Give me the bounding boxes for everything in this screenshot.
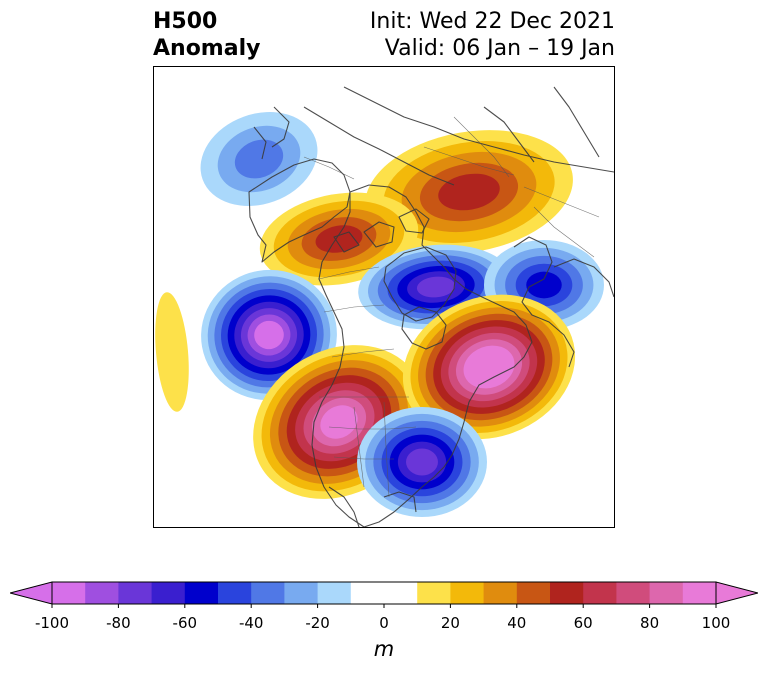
- anomaly-fields: [155, 111, 604, 517]
- colorbar-cell: [450, 582, 485, 604]
- coast-alaska: [248, 158, 351, 263]
- colorbar-tick-label: 60: [573, 614, 593, 632]
- colorbar-tick-label: -20: [305, 614, 330, 632]
- title-left: H500 Anomaly: [153, 8, 260, 62]
- colorbar-cell: [251, 582, 285, 604]
- anomaly-map: [153, 66, 615, 528]
- coast-east-asia: [253, 106, 290, 160]
- coast-central-america: [328, 486, 417, 527]
- colorbar-cell: [583, 582, 617, 604]
- colorbar-tick-label: 40: [507, 614, 527, 632]
- colorbar-tick-label: -100: [34, 614, 70, 632]
- colorbar-cell: [616, 582, 651, 604]
- colorbar-tick-label: -40: [238, 614, 264, 632]
- anomaly-contour: [320, 405, 358, 439]
- coast-arctic-islands: [333, 208, 430, 253]
- title-variable: H500: [153, 9, 218, 34]
- coast-europe: [513, 236, 614, 368]
- colorbar-tick-label: 100: [701, 614, 731, 632]
- coast-greenland: [383, 246, 457, 322]
- colorbar-cell: [483, 582, 518, 604]
- colorbar-cell: [417, 582, 451, 604]
- colorbar-cell: [151, 582, 186, 604]
- colorbar-cell: [350, 582, 418, 604]
- colorbar-cell: [550, 582, 584, 604]
- colorbar-tick-label: -80: [106, 614, 131, 632]
- coast-north-america: [311, 184, 533, 527]
- colorbar-arrow-high: [715, 581, 758, 605]
- coast-hudson-bay: [401, 306, 447, 350]
- valid-range: Valid: 06 Jan – 19 Jan: [384, 36, 615, 61]
- colorbar-cell: [184, 582, 219, 604]
- anomaly-center: [155, 292, 189, 412]
- borders: [303, 116, 600, 498]
- colorbar-cell: [516, 582, 551, 604]
- title-right: Init: Wed 22 Dec 2021 Valid: 06 Jan – 19…: [370, 8, 615, 62]
- colorbar-cell: [85, 582, 119, 604]
- colorbar-unit: m: [373, 637, 395, 661]
- colorbar: [10, 581, 758, 608]
- anomaly-contour: [526, 271, 562, 299]
- coast-eurasia: [303, 86, 614, 186]
- anomaly-contour: [254, 320, 284, 350]
- colorbar-tick-label: 20: [440, 614, 460, 632]
- anomaly-center: [402, 294, 576, 440]
- colorbar-cell: [649, 582, 684, 604]
- colorbar-cells: [10, 581, 758, 608]
- anomaly-contour: [155, 292, 189, 412]
- colorbar-cell: [284, 582, 319, 604]
- colorbar-tick-label: 80: [640, 614, 660, 632]
- anomaly-contour: [406, 448, 438, 476]
- anomaly-contour: [234, 139, 284, 179]
- colorbar-cell: [682, 582, 717, 604]
- anomaly-contour: [438, 173, 500, 211]
- colorbar-arrow-low: [10, 581, 53, 605]
- anomaly-contour: [315, 225, 363, 253]
- anomaly-contour: [416, 276, 456, 298]
- colorbar-cell: [118, 582, 153, 604]
- colorbar-cell: [317, 582, 352, 604]
- anomaly-center: [357, 407, 487, 517]
- init-date: Init: Wed 22 Dec 2021: [369, 9, 615, 34]
- colorbar-tick-label: -60: [172, 614, 198, 632]
- title-kind: Anomaly: [153, 36, 261, 61]
- colorbar-tick-label: 0: [379, 614, 389, 632]
- colorbar-cell: [52, 582, 86, 604]
- coastlines: [248, 86, 614, 527]
- colorbar-cell: [218, 582, 252, 604]
- map-svg: [155, 86, 614, 527]
